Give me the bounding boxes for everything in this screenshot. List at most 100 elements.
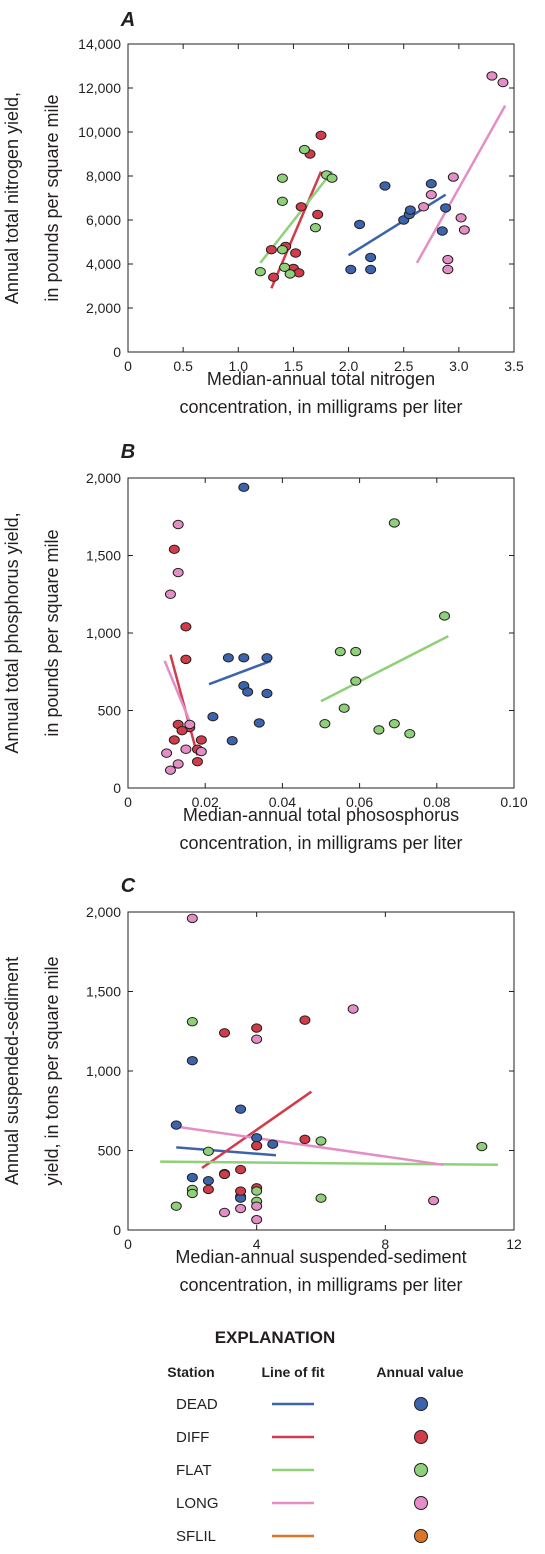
panel-letter: A [120,9,135,31]
data-point-dead [170,1120,182,1130]
data-point-long [195,746,207,757]
fit-line-flat [320,634,449,703]
data-point-dead [261,688,273,699]
legend-marker [414,1496,428,1510]
data-point-dead [267,1139,279,1149]
plot-frame [127,911,515,1231]
data-point-flat [388,518,400,528]
x-axis-label: Median-annual total nitrogen [207,369,435,389]
panel-c: C 0 4 8 12 0 500 1,000 1,500 2,000 Median-annual s… [2,875,522,1295]
legend-station-label: DEAD [176,1396,218,1413]
data-point-dead [436,226,448,236]
data-point-dead [238,482,250,492]
data-point-flat [476,1141,488,1152]
x-tick-label: 0.06 [346,794,373,810]
data-point-dead [365,264,377,275]
data-point-long [251,1201,263,1211]
data-point-long [418,202,430,212]
y-tick-label: 1,500 [86,548,121,564]
fit-line-dead [347,193,447,257]
data-point-dead [440,203,452,213]
x-tick-label: 12 [506,1236,522,1252]
x-tick-label: 1.0 [229,358,249,374]
legend-column-line: Line of fit [262,1364,325,1380]
data-point-long [486,71,498,81]
data-point-flat [350,676,362,686]
y-axis-label: Annual total nitrogen yield, [2,92,22,304]
data-point-diff [180,622,192,632]
data-point-long [442,264,454,275]
data-point-long [184,719,196,730]
data-point-dead [251,1133,263,1143]
x-tick-label: 0.10 [500,794,527,810]
data-point-flat [439,611,451,621]
data-point-long [164,765,176,775]
y-tick-label: 8,000 [86,168,121,184]
data-point-flat [315,1193,327,1203]
x-tick-label: 4 [253,1236,261,1252]
data-point-flat [373,725,385,735]
fit-line-diff [201,1090,313,1170]
x-axis-label: concentration, in milligrams per liter [179,833,462,853]
x-tick-label: 0 [124,358,132,374]
x-tick-label: 0.02 [192,794,219,810]
x-tick-label: 0 [124,794,132,810]
y-tick-label: 500 [98,703,122,719]
legend-column-station: Station [167,1364,214,1380]
data-point-dead [235,1104,247,1114]
data-point-dead [404,205,416,215]
y-axis-label: in pounds per square mile [42,529,62,736]
legend-row-sflil: SFLIL [176,1528,428,1545]
data-point-flat [279,262,291,272]
data-point-flat [404,729,416,739]
data-point-diff [195,735,207,745]
data-point-diff [191,756,203,767]
y-tick-label: 2,000 [86,470,121,486]
fit-line-long [163,660,195,732]
legend: EXPLANATION Station Line of fit Annual valu… [167,1328,464,1545]
data-point-flat [276,173,288,183]
legend-marker [414,1463,428,1477]
data-point-long [428,1195,440,1206]
data-point-flat [350,646,362,657]
data-point-dead [261,653,273,663]
x-tick-label: 0.5 [173,358,193,374]
data-point-flat [319,718,331,729]
data-point-long [497,77,509,88]
data-point-diff [312,209,324,220]
data-point-flat [338,703,350,713]
data-point-diff [180,654,192,665]
data-point-dead [238,653,250,663]
data-point-dead [253,718,265,728]
x-tick-label: 0.08 [423,794,450,810]
data-point-dead [202,1176,214,1186]
y-tick-label: 2,000 [86,300,121,316]
x-tick-label: 1.5 [284,358,304,374]
data-point-dead [242,687,254,697]
data-point-flat [170,1201,182,1211]
data-point-diff [299,1134,311,1145]
data-point-long [458,225,470,235]
data-point-flat [186,1188,198,1199]
data-point-long [180,744,192,754]
data-point-flat [298,144,310,155]
data-point-long [235,1203,247,1214]
data-point-dead [226,736,238,746]
panel-a: A 0 0.5 1.0 1.5 2.0 2.5 3.0 3.5 0 2,000 4,000 6,000 8… [2,9,524,417]
data-point-flat [276,245,288,255]
x-axis-label: Median-annual total phososphorus [183,805,459,825]
y-tick-label: 10,000 [78,124,121,140]
plot-frame [127,43,515,353]
y-tick-label: 14,000 [78,36,121,52]
fit-line-long [415,104,507,264]
x-tick-label: 0 [124,1236,132,1252]
y-tick-label: 0 [113,344,121,360]
y-axis-label: Annual suspended-sediment [2,957,22,1185]
data-point-flat [186,1017,198,1027]
data-point-dead [365,252,377,263]
data-point-long [172,759,184,769]
data-point-long [172,519,184,530]
data-point-long [442,254,454,265]
data-point-long [219,1207,230,1218]
panel-letter: B [121,441,135,463]
